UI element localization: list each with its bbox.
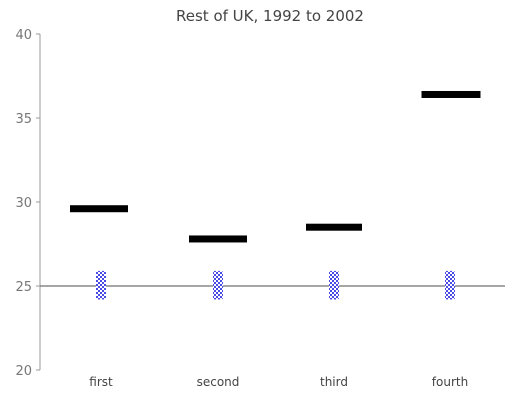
x-tick-label: third (320, 375, 348, 389)
y-tick-label: 30 (15, 196, 32, 211)
value-dash (70, 205, 128, 213)
x-tick-label: fourth (432, 375, 468, 389)
marks-layer (70, 90, 481, 300)
range-bar (96, 270, 106, 300)
range-bar (213, 270, 223, 300)
y-tick-label: 25 (15, 280, 32, 295)
value-dash (421, 90, 481, 98)
x-tick-label: second (197, 375, 240, 389)
y-tick-label: 40 (15, 28, 32, 43)
range-bar (445, 270, 455, 300)
value-dash (189, 235, 247, 243)
axes-layer: 20 25 30 35 40 first second third fourth (15, 28, 505, 389)
y-tick-label: 35 (15, 112, 32, 127)
x-tick-label: first (89, 375, 113, 389)
y-tick-label: 20 (15, 364, 32, 379)
value-dash (306, 223, 362, 231)
range-bar (329, 270, 339, 300)
chart-title: Rest of UK, 1992 to 2002 (176, 7, 364, 25)
